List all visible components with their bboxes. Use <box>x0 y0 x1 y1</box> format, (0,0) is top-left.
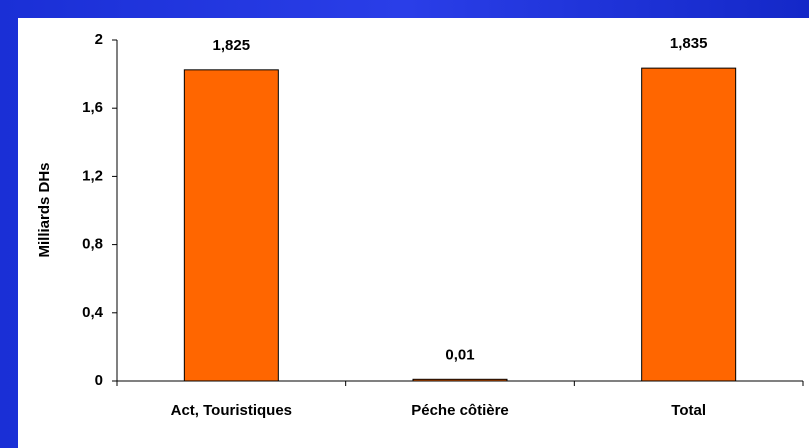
value-label: 0,01 <box>445 346 474 363</box>
x-tick-label: Act, Touristiques <box>171 402 292 419</box>
x-tick-label: Péche côtière <box>411 402 509 419</box>
y-tick-label: 0 <box>95 372 103 389</box>
bar <box>641 67 737 382</box>
y-tick-label: 1,6 <box>82 99 103 116</box>
y-tick-label: 0,4 <box>82 304 104 321</box>
y-tick-label: 2 <box>95 31 103 48</box>
y-axis-title: Milliards DHs <box>36 162 53 257</box>
y-tick-label: 1,2 <box>82 167 103 184</box>
value-label: 1,835 <box>670 35 708 52</box>
x-tick-label: Total <box>671 402 706 419</box>
bar <box>183 69 279 382</box>
y-tick-label: 0,8 <box>82 236 103 253</box>
bar <box>412 378 508 382</box>
value-label: 1,825 <box>213 37 251 54</box>
